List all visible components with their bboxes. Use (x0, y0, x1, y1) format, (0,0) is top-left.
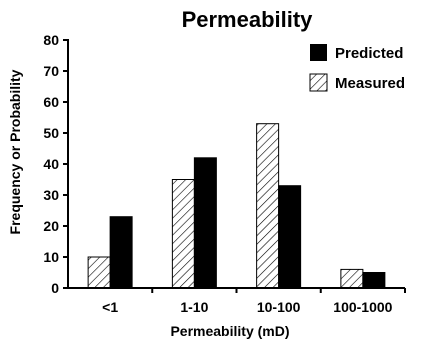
y-tick-label: 70 (43, 63, 59, 79)
y-tick-label: 0 (51, 280, 59, 296)
y-axis-title: Frequency or Probability (7, 69, 23, 234)
bar-measured (340, 268, 364, 289)
bar-predicted (193, 157, 217, 289)
x-tick-label: 10-100 (257, 299, 301, 315)
y-axis-ticks: 0 10 20 30 40 50 60 70 80 (43, 32, 68, 296)
bar-predicted (278, 185, 302, 289)
x-tick-label: <1 (102, 299, 118, 315)
y-tick-label: 20 (43, 218, 59, 234)
legend-swatch-predicted (310, 44, 327, 61)
x-axis-title: Permeability (mD) (170, 323, 289, 339)
legend: Predicted Measured (309, 44, 405, 92)
legend-label-measured: Measured (335, 75, 405, 92)
y-tick-label: 60 (43, 94, 59, 110)
x-axis-labels: <1 1-10 10-100 100-1000 (102, 288, 406, 315)
y-tick-label: 40 (43, 156, 59, 172)
chart-title: Permeability (182, 7, 314, 32)
bar-predicted (362, 272, 386, 289)
bars (87, 123, 386, 289)
y-tick-label: 30 (43, 187, 59, 203)
y-tick-label: 10 (43, 249, 59, 265)
legend-label-predicted: Predicted (335, 45, 403, 62)
bar-measured (171, 179, 195, 289)
x-tick-label: 100-1000 (333, 299, 392, 315)
legend-swatch-measured (309, 73, 328, 92)
bar-measured (87, 256, 111, 289)
bar-predicted (109, 216, 133, 289)
x-tick-label: 1-10 (180, 299, 208, 315)
bar-measured (256, 123, 280, 289)
y-tick-label: 50 (43, 125, 59, 141)
y-tick-label: 80 (43, 32, 59, 48)
